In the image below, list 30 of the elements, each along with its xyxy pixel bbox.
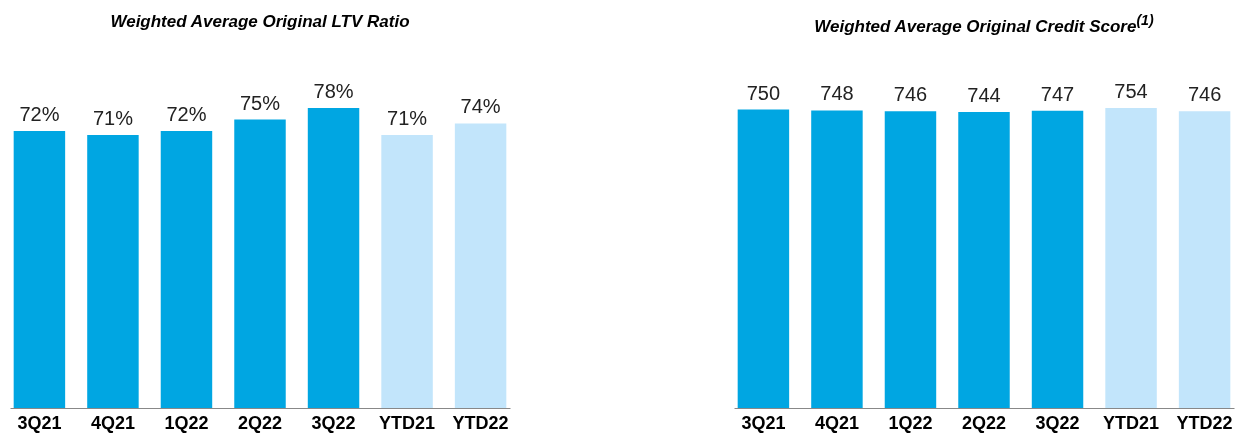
- x-tick-label: 3Q22: [311, 412, 356, 433]
- chart-title: Weighted Average Original Credit Score$^{(1)}$: [813, 11, 1155, 38]
- data-label: 747: [1040, 82, 1075, 105]
- x-tick-label: 1Q22: [888, 412, 933, 433]
- x-tick-label: YTD21: [1103, 412, 1160, 433]
- x-tick-label: 3Q21: [741, 412, 786, 433]
- x-tick-label: YTD22: [452, 412, 509, 433]
- x-tick-label: 4Q21: [90, 412, 135, 433]
- data-label: 71%: [387, 106, 428, 129]
- data-label: 71%: [92, 106, 134, 129]
- x-tick-label: 3Q22: [1035, 412, 1080, 433]
- data-label: 74%: [460, 95, 501, 118]
- data-label: 78%: [313, 80, 354, 102]
- data-label: 72%: [166, 103, 207, 126]
- data-label: 750: [746, 81, 781, 104]
- x-tick-label: 1Q22: [164, 412, 209, 433]
- data-label: 75%: [239, 91, 281, 114]
- x-tick-label: YTD22: [1176, 412, 1233, 433]
- data-label: 754: [1114, 80, 1148, 102]
- data-label: 748: [820, 82, 854, 105]
- x-tick-label: 4Q21: [814, 412, 859, 433]
- data-label: 746: [1187, 83, 1222, 106]
- x-tick-label: 2Q22: [237, 412, 283, 433]
- x-tick-label: 2Q22: [961, 412, 1007, 433]
- x-tick-label: YTD21: [379, 412, 436, 433]
- data-label: 744: [967, 83, 1001, 106]
- data-label: 72%: [19, 103, 60, 126]
- chart-title: Weighted Average Original LTV Ratio: [109, 11, 411, 33]
- data-label: 746: [893, 83, 928, 106]
- x-tick-label: 3Q21: [17, 412, 62, 433]
